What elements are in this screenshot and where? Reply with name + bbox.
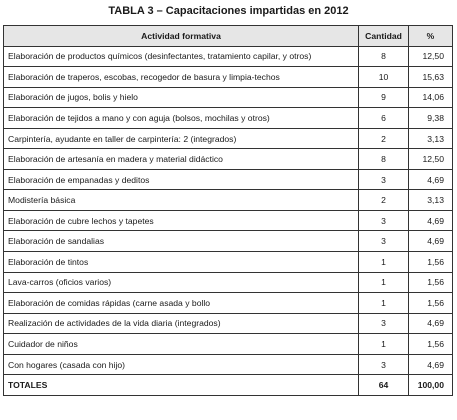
percent-cell: 1,56: [408, 271, 453, 294]
count-cell: 10: [358, 66, 409, 88]
count-cell: 1: [358, 333, 409, 355]
percent-cell: 14,06: [408, 86, 453, 109]
activity-cell: Elaboración de comidas rápidas (carne as…: [3, 292, 359, 314]
percent-cell: 4,69: [408, 209, 453, 232]
count-cell: 8: [358, 148, 409, 170]
activity-cell: Elaboración de empanadas y deditos: [3, 168, 359, 191]
training-table: Actividad formativa Cantidad % Elaboraci…: [3, 25, 453, 396]
percent-cell: 4,69: [408, 168, 453, 191]
table-row: Elaboración de tejidos a mano y con aguj…: [3, 107, 453, 129]
count-cell: 3: [358, 353, 409, 376]
percent-cell: 1,56: [408, 292, 453, 314]
table-row: Modistería básica 2 3,13: [3, 189, 453, 211]
percent-cell: 12,50: [408, 148, 453, 170]
count-cell: 1: [358, 292, 409, 314]
count-cell: 3: [358, 168, 409, 191]
activity-cell: Lava-carros (oficios varios): [3, 271, 359, 294]
count-cell: 6: [358, 107, 409, 129]
totals-percent: 100,00: [408, 374, 453, 396]
percent-cell: 3,13: [408, 189, 453, 211]
count-cell: 1: [358, 271, 409, 294]
count-cell: 3: [358, 209, 409, 232]
activity-cell: Elaboración de productos químicos (desin…: [3, 45, 359, 68]
activity-cell: Elaboración de cubre lechos y tapetes: [3, 209, 359, 232]
header-activity: Actividad formativa: [3, 25, 359, 47]
count-cell: 8: [358, 45, 409, 68]
percent-cell: 15,63: [408, 66, 453, 88]
percent-cell: 9,38: [408, 107, 453, 129]
activity-cell: Modistería básica: [3, 189, 359, 211]
header-count: Cantidad: [358, 25, 409, 47]
header-row: Actividad formativa Cantidad %: [3, 25, 453, 47]
activity-cell: Elaboración de sandalias: [3, 230, 359, 253]
table-row: Elaboración de jugos, bolis y hielo 9 14,0…: [3, 86, 453, 109]
activity-cell: Elaboración de tejidos a mano y con aguj…: [3, 107, 359, 129]
header-percent: %: [408, 25, 453, 47]
count-cell: 3: [358, 230, 409, 253]
percent-cell: 1,56: [408, 333, 453, 355]
table-row: Elaboración de sandalias 3 4,69: [3, 230, 453, 253]
activity-cell: Elaboración de traperos, escobas, recoge…: [3, 66, 359, 88]
activity-cell: Elaboración de jugos, bolis y hielo: [3, 86, 359, 109]
table-row: Cuidador de niños 1 1,56: [3, 333, 453, 355]
activity-cell: Con hogares (casada con hijo): [3, 353, 359, 376]
activity-cell: Carpintería, ayudante en taller de carpi…: [3, 127, 359, 150]
percent-cell: 4,69: [408, 353, 453, 376]
count-cell: 3: [358, 312, 409, 335]
table-row: Elaboración de comidas rápidas (carne as…: [3, 292, 453, 314]
percent-cell: 1,56: [408, 251, 453, 273]
table-row: Elaboración de tintos 1 1,56: [3, 251, 453, 273]
totals-label: TOTALES: [3, 374, 359, 396]
percent-cell: 3,13: [408, 127, 453, 150]
count-cell: 9: [358, 86, 409, 109]
activity-cell: Cuidador de niños: [3, 333, 359, 355]
table-row: Carpintería, ayudante en taller de carpi…: [3, 127, 453, 150]
table-row: Elaboración de artesanía en madera y mat…: [3, 148, 453, 170]
count-cell: 2: [358, 189, 409, 211]
activity-cell: Elaboración de tintos: [3, 251, 359, 273]
table-row: Elaboración de productos químicos (desin…: [3, 45, 453, 68]
table-row: Con hogares (casada con hijo) 3 4,69: [3, 353, 453, 376]
count-cell: 2: [358, 127, 409, 150]
table-title: TABLA 3 – Capacitaciones impartidas en 2…: [108, 5, 349, 17]
table-row: Elaboración de empanadas y deditos 3 4,69: [3, 168, 453, 191]
table-row: Lava-carros (oficios varios) 1 1,56: [3, 271, 453, 294]
table-row: Elaboración de traperos, escobas, recoge…: [3, 66, 453, 88]
count-cell: 1: [358, 251, 409, 273]
activity-cell: Realización de actividades de la vida di…: [3, 312, 359, 335]
percent-cell: 4,69: [408, 230, 453, 253]
totals-count: 64: [358, 374, 409, 396]
table-row: Elaboración de cubre lechos y tapetes 3 4,…: [3, 209, 453, 232]
table-row: Realización de actividades de la vida di…: [3, 312, 453, 335]
totals-row: TOTALES 64 100,00: [3, 374, 453, 396]
percent-cell: 4,69: [408, 312, 453, 335]
activity-cell: Elaboración de artesanía en madera y mat…: [3, 148, 359, 170]
percent-cell: 12,50: [408, 45, 453, 68]
